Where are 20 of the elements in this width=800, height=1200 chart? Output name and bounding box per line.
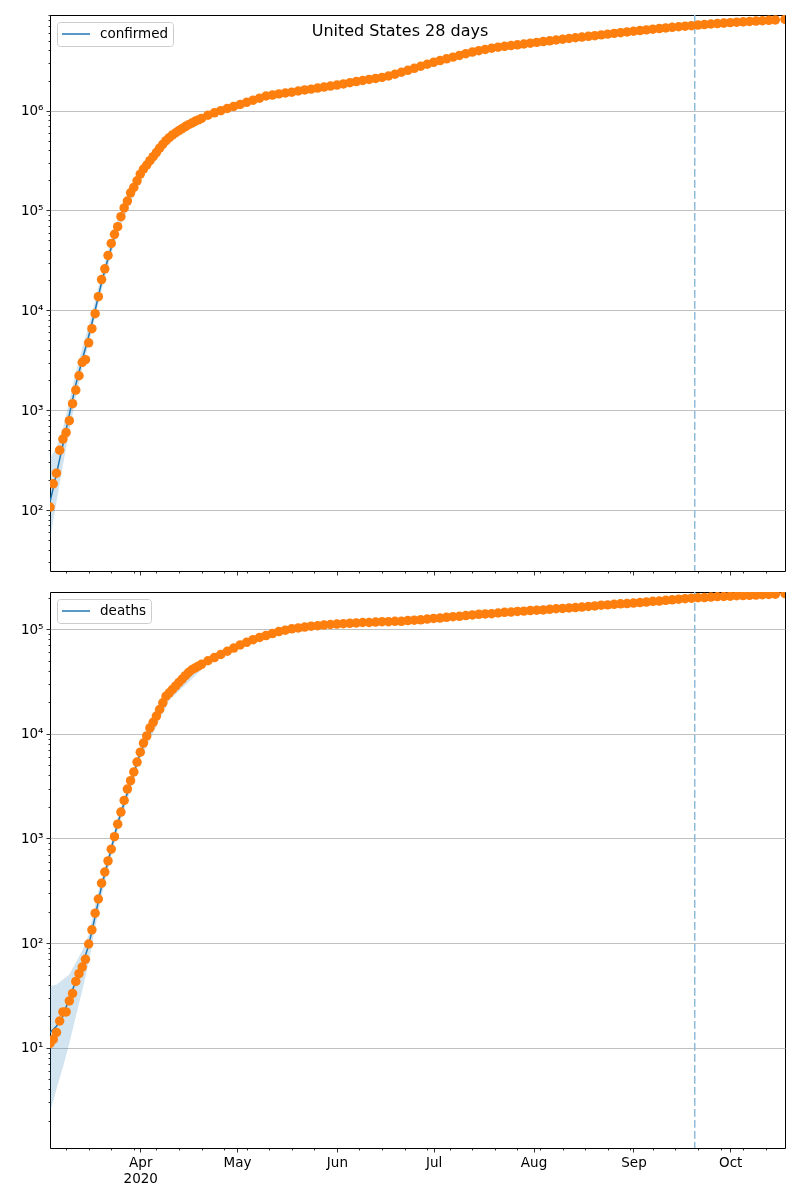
y-tick-label: 10³ (20, 401, 44, 418)
y-tick-label: 10² (20, 501, 44, 518)
legend-label: deaths (100, 602, 147, 618)
legend-label: confirmed (100, 25, 169, 41)
chart-title: United States 28 days (311, 21, 489, 40)
x-tick-label: Apr 2020 (123, 1153, 158, 1186)
y-tick-label: 10³ (20, 829, 44, 846)
x-tick-label: May (223, 1153, 252, 1170)
x-tick-label: Sep (621, 1153, 647, 1170)
y-tick-label: 10¹ (20, 1039, 44, 1056)
y-tick-label: 10⁴ (20, 301, 44, 318)
x-tick-label: Aug (520, 1153, 548, 1170)
y-tick-label: 10⁶ (20, 102, 44, 119)
y-tick-label: 10⁵ (20, 201, 44, 218)
x-tick-label: Oct (719, 1153, 743, 1170)
x-tick-label: Jul (424, 1153, 443, 1170)
y-tick-label: 10⁵ (20, 620, 44, 637)
y-tick-label: 10⁴ (20, 725, 44, 742)
y-tick-label: 10² (20, 934, 44, 951)
x-tick-label: Jun (325, 1153, 348, 1170)
